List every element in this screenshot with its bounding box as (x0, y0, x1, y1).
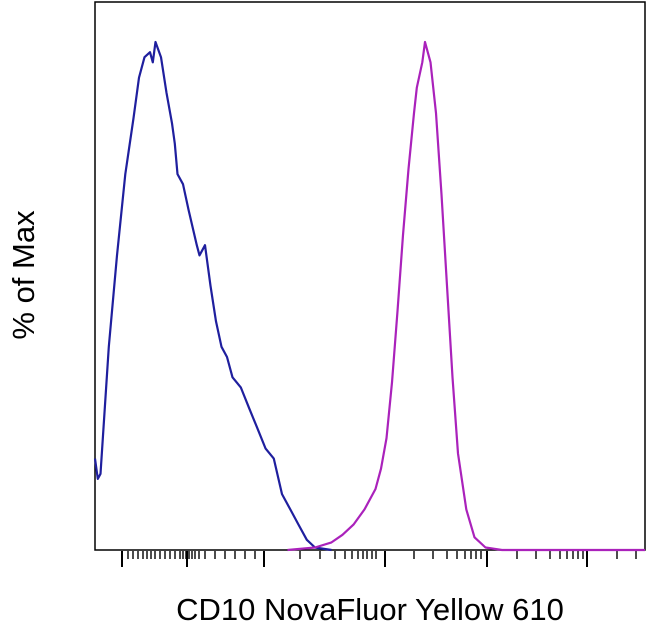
series-line-1 (93, 40, 332, 552)
series-line-2 (287, 40, 645, 552)
plot-frame (94, 1, 646, 551)
x-axis-ticks (121, 551, 637, 567)
y-axis-label-text: % of Max (6, 210, 41, 340)
x-axis-label: CD10 NovaFluor Yellow 610 (176, 592, 564, 627)
series-layer (93, 40, 645, 552)
y-axis-label: % of Max (4, 0, 44, 550)
